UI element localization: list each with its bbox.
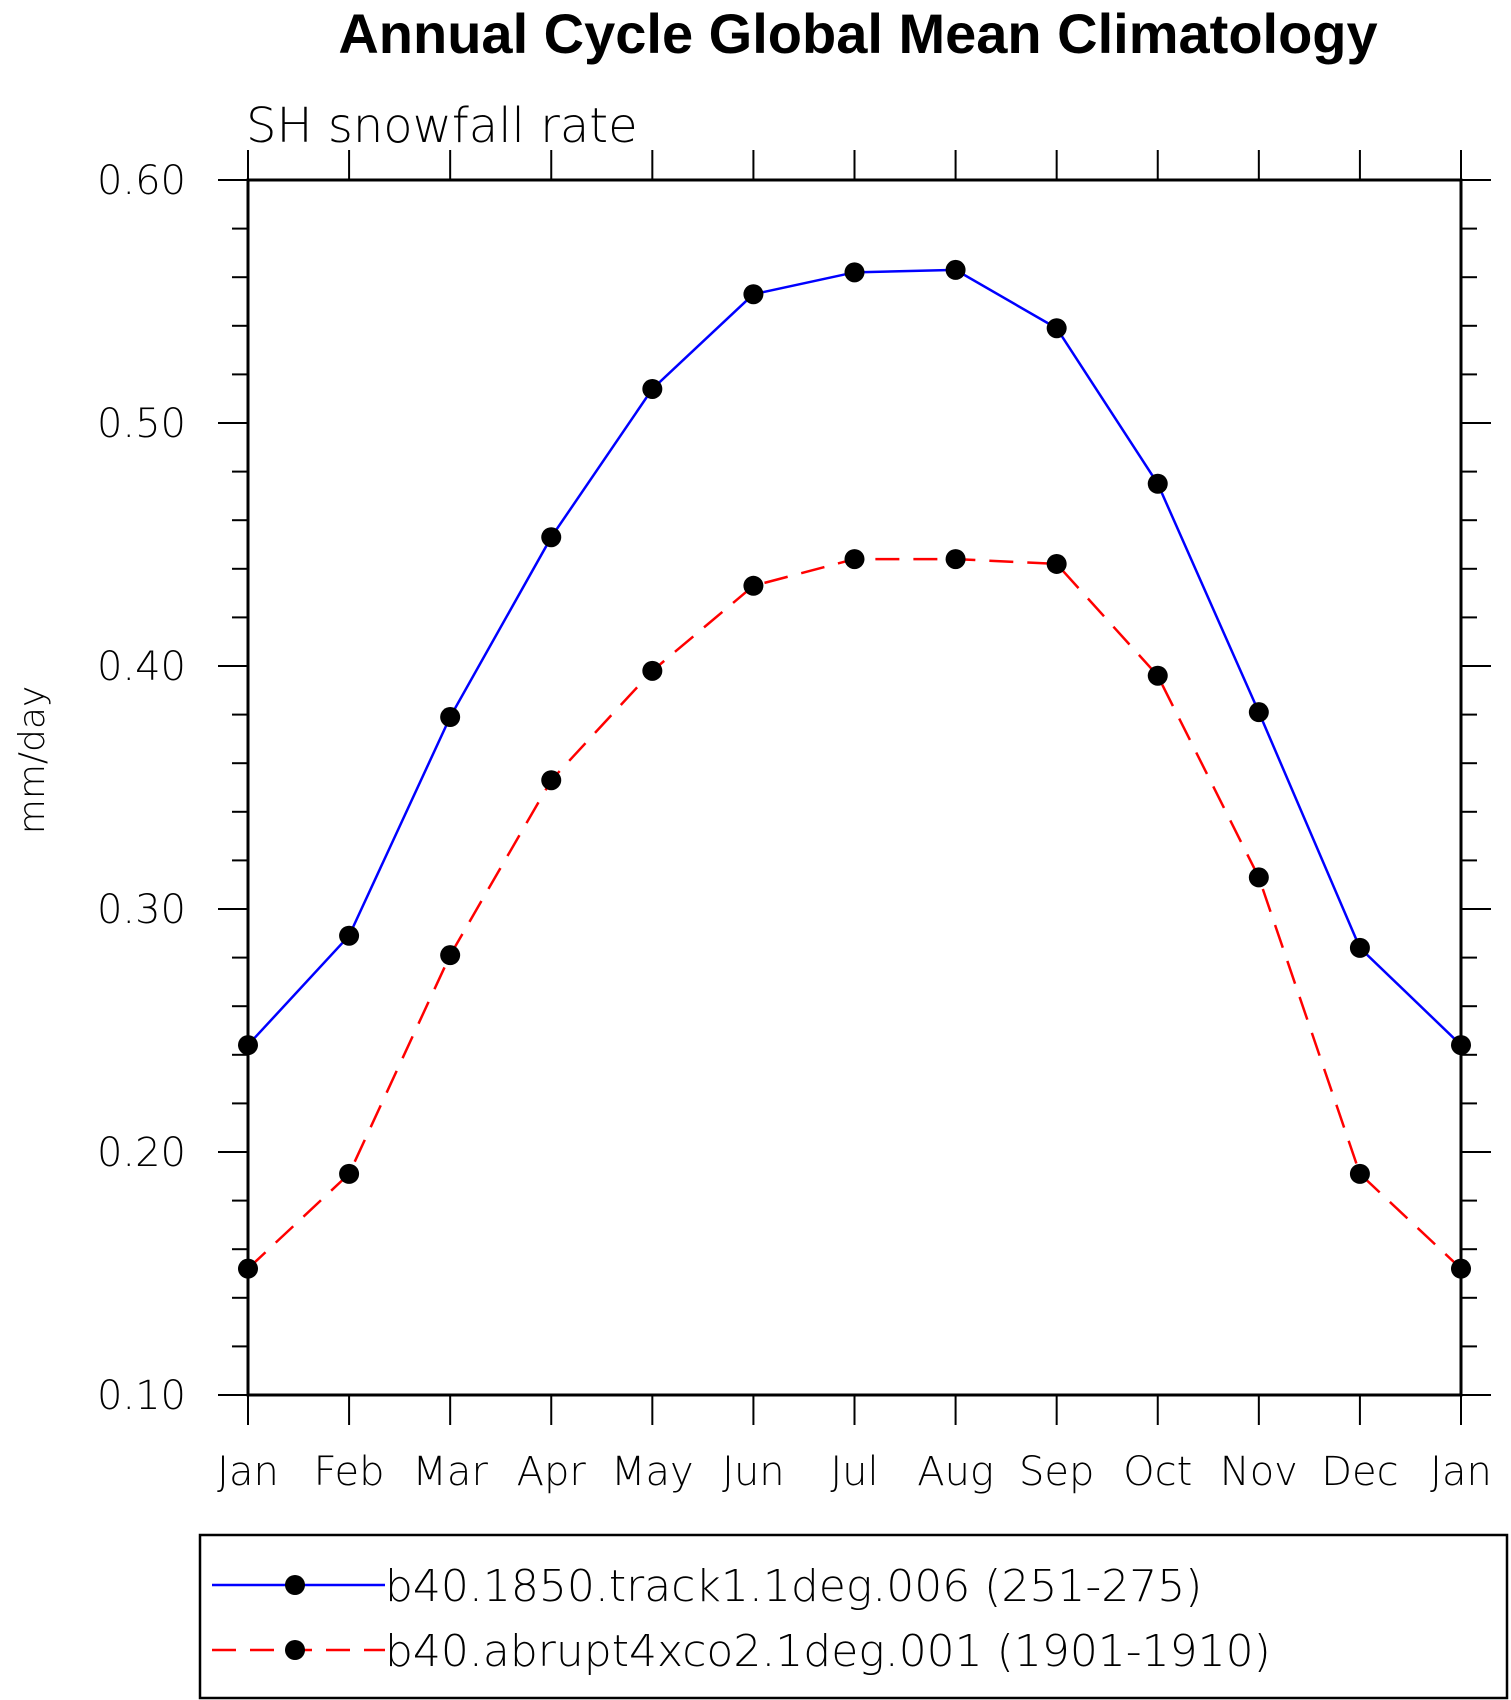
data-point: [1349, 937, 1370, 958]
legend-label: b40.1850.track1.1deg.006 (251-275): [385, 1561, 1202, 1612]
legend-marker: [285, 1575, 305, 1595]
y-tick-label: 0.20: [97, 1130, 186, 1176]
data-point: [743, 284, 764, 305]
data-point: [1046, 318, 1067, 339]
legend-marker: [285, 1640, 305, 1660]
y-tick-label: 0.50: [97, 401, 186, 447]
x-tick-labels: Jan Feb Mar Apr May Jun Jul Aug Sep Oct Nov Dec Jan: [217, 1449, 1492, 1495]
data-point: [1248, 702, 1269, 723]
data-point: [945, 549, 966, 570]
plot-frame: [246, 178, 1463, 1397]
data-point: [642, 378, 663, 399]
data-point: [1451, 1035, 1471, 1056]
x-tick-label: Jun: [722, 1449, 785, 1495]
data-point: [339, 1163, 360, 1184]
y-tick-label: 0.40: [97, 644, 186, 690]
data-point: [743, 575, 764, 596]
data-point: [844, 549, 865, 570]
y-axis-label: mm/day: [12, 686, 53, 834]
data-point: [1451, 1258, 1471, 1279]
y-tick-labels: 0.10 0.20 0.30 0.40 0.50 0.60: [97, 158, 186, 1419]
x-tick-label: Aug: [917, 1449, 994, 1495]
data-point: [541, 770, 562, 791]
data-point: [945, 259, 966, 280]
y-tick-label: 0.10: [97, 1373, 186, 1419]
data-point: [440, 707, 461, 728]
series-layer: [238, 259, 1471, 1279]
x-tick-label: Dec: [1321, 1449, 1398, 1495]
x-tick-label: Oct: [1123, 1449, 1192, 1495]
data-point: [844, 262, 865, 283]
x-tick-label: Nov: [1220, 1449, 1298, 1495]
y-tick-label: 0.60: [97, 158, 186, 204]
data-point: [440, 945, 461, 966]
axis-ticks: [218, 150, 1491, 1425]
x-tick-label: Sep: [1019, 1449, 1094, 1495]
data-point: [1248, 867, 1269, 888]
data-point: [1349, 1163, 1370, 1184]
legend-label: b40.abrupt4xco2.1deg.001 (1901-1910): [385, 1626, 1271, 1677]
y-tick-label: 0.30: [97, 887, 186, 933]
chart-title: Annual Cycle Global Mean Climatology: [338, 2, 1377, 65]
series-2: [238, 549, 1471, 1279]
data-point: [541, 527, 562, 548]
data-point: [1147, 665, 1168, 686]
data-point: [238, 1258, 258, 1279]
x-tick-label: May: [611, 1449, 694, 1495]
x-tick-label: Jul: [830, 1449, 878, 1495]
data-point: [339, 925, 360, 946]
data-point: [238, 1035, 258, 1056]
series-line: [247, 268, 1462, 1046]
x-tick-label: Apr: [517, 1449, 587, 1495]
x-tick-label: Jan: [217, 1449, 279, 1495]
legend-box: [198, 1533, 1509, 1700]
data-point: [642, 660, 663, 681]
series-1: [238, 259, 1471, 1056]
series-line: [247, 557, 1462, 1270]
x-tick-label: Mar: [412, 1449, 488, 1495]
x-tick-label: Jan: [1430, 1449, 1492, 1495]
legend: b40.1850.track1.1deg.006 (251-275) b40.ab…: [212, 1561, 1271, 1677]
chart-subtitle: SH snowfall rate: [246, 98, 638, 154]
data-point: [1046, 553, 1067, 574]
data-point: [1147, 473, 1168, 494]
x-tick-label: Feb: [314, 1449, 385, 1495]
